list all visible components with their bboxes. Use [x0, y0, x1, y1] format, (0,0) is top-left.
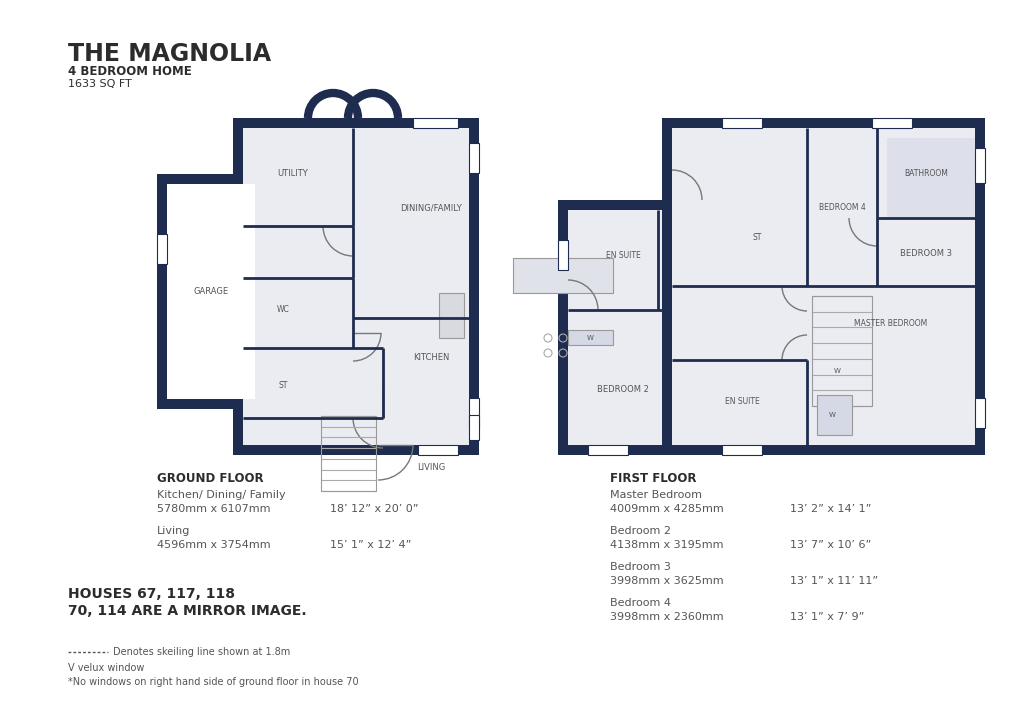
- Bar: [557, 200, 680, 455]
- Bar: [469, 398, 479, 428]
- Text: 13’ 7” x 10’ 6”: 13’ 7” x 10’ 6”: [790, 540, 870, 550]
- Text: KITCHEN: KITCHEN: [413, 353, 448, 363]
- Text: HOUSES 67, 117, 118: HOUSES 67, 117, 118: [68, 587, 234, 601]
- Bar: [568, 330, 612, 345]
- Text: 13’ 1” x 11’ 11”: 13’ 1” x 11’ 11”: [790, 576, 877, 586]
- Bar: [672, 128, 974, 445]
- Text: Living: Living: [157, 526, 191, 536]
- Text: EN SUITE: EN SUITE: [605, 250, 640, 260]
- Text: 15’ 1” x 12’ 4”: 15’ 1” x 12’ 4”: [330, 540, 411, 550]
- Bar: [438, 293, 464, 338]
- Text: MASTER BEDROOM: MASTER BEDROOM: [854, 319, 926, 327]
- Text: Bedroom 4: Bedroom 4: [609, 598, 671, 608]
- Bar: [557, 240, 568, 270]
- Text: 3998mm x 3625mm: 3998mm x 3625mm: [609, 576, 722, 586]
- Bar: [232, 118, 479, 455]
- Text: FIRST FLOOR: FIRST FLOOR: [609, 472, 696, 485]
- Bar: [321, 416, 376, 491]
- Text: Kitchen/ Dining/ Family: Kitchen/ Dining/ Family: [157, 490, 285, 500]
- Bar: [721, 445, 761, 455]
- Text: 4596mm x 3754mm: 4596mm x 3754mm: [157, 540, 270, 550]
- Bar: [513, 258, 612, 293]
- Bar: [413, 118, 458, 128]
- Text: GROUND FLOOR: GROUND FLOOR: [157, 472, 263, 485]
- Bar: [243, 128, 469, 445]
- Bar: [661, 200, 672, 455]
- Text: ST: ST: [278, 381, 287, 391]
- Bar: [974, 398, 984, 428]
- Text: 4138mm x 3195mm: 4138mm x 3195mm: [609, 540, 722, 550]
- Bar: [887, 138, 974, 218]
- Text: ST: ST: [752, 234, 761, 242]
- Text: 4009mm x 4285mm: 4009mm x 4285mm: [609, 504, 723, 514]
- Bar: [157, 174, 265, 409]
- Text: Master Bedroom: Master Bedroom: [609, 490, 701, 500]
- Text: 13’ 2” x 14’ 1”: 13’ 2” x 14’ 1”: [790, 504, 870, 514]
- Text: BEDROOM 3: BEDROOM 3: [899, 249, 951, 257]
- Text: 5780mm x 6107mm: 5780mm x 6107mm: [157, 504, 270, 514]
- Text: W: W: [586, 335, 593, 341]
- Text: EN SUITE: EN SUITE: [723, 397, 758, 407]
- Text: V velux window: V velux window: [68, 663, 145, 673]
- Text: *No windows on right hand side of ground floor in house 70: *No windows on right hand side of ground…: [68, 677, 359, 687]
- Text: UTILITY: UTILITY: [277, 169, 308, 177]
- Text: Denotes skeiling line shown at 1.8m: Denotes skeiling line shown at 1.8m: [113, 647, 290, 657]
- Text: 4 BEDROOM HOME: 4 BEDROOM HOME: [68, 65, 192, 78]
- Bar: [157, 234, 167, 264]
- Text: Bedroom 3: Bedroom 3: [609, 562, 671, 572]
- Bar: [568, 210, 669, 445]
- Bar: [469, 415, 479, 440]
- Text: BATHROOM: BATHROOM: [903, 169, 947, 177]
- Text: DINING/FAMILY: DINING/FAMILY: [399, 203, 462, 213]
- Text: 3998mm x 2360mm: 3998mm x 2360mm: [609, 612, 722, 622]
- Bar: [167, 184, 255, 399]
- Text: W: W: [827, 412, 835, 418]
- Bar: [871, 118, 911, 128]
- Bar: [721, 118, 761, 128]
- Bar: [974, 148, 984, 183]
- Text: GARAGE: GARAGE: [194, 286, 228, 296]
- Bar: [469, 143, 479, 173]
- Text: BEDROOM 4: BEDROOM 4: [818, 203, 864, 213]
- Text: W: W: [833, 368, 840, 374]
- Bar: [661, 118, 984, 455]
- Bar: [587, 445, 628, 455]
- Text: 13’ 1” x 7’ 9”: 13’ 1” x 7’ 9”: [790, 612, 863, 622]
- Text: 18’ 12” x 20’ 0”: 18’ 12” x 20’ 0”: [330, 504, 418, 514]
- Text: 70, 114 ARE A MIRROR IMAGE.: 70, 114 ARE A MIRROR IMAGE.: [68, 604, 307, 618]
- Text: THE MAGNOLIA: THE MAGNOLIA: [68, 42, 271, 66]
- Bar: [811, 296, 871, 406]
- Text: 1633 SQ FT: 1633 SQ FT: [68, 79, 131, 89]
- Text: Bedroom 2: Bedroom 2: [609, 526, 671, 536]
- Text: WC: WC: [276, 306, 289, 314]
- Bar: [816, 395, 851, 435]
- Text: BEDROOM 2: BEDROOM 2: [596, 386, 648, 394]
- Bar: [418, 445, 458, 455]
- Text: LIVING: LIVING: [417, 464, 444, 472]
